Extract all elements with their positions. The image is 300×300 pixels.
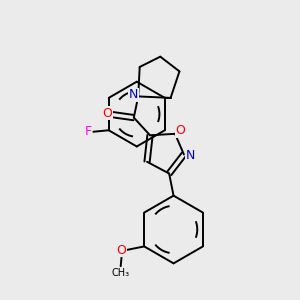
Text: N: N xyxy=(129,88,139,101)
Text: O: O xyxy=(102,107,112,120)
Text: O: O xyxy=(176,124,185,137)
Text: F: F xyxy=(85,125,92,138)
Text: O: O xyxy=(116,244,126,257)
Text: N: N xyxy=(186,148,195,161)
Text: CH₃: CH₃ xyxy=(112,268,130,278)
